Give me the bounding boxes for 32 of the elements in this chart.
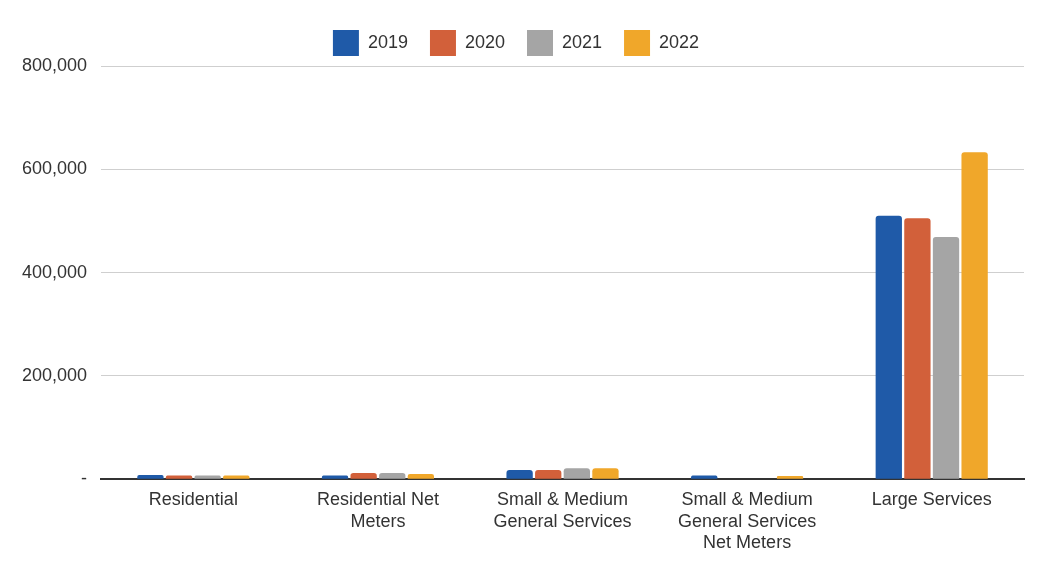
- y-tick-label: 800,000: [21, 54, 88, 75]
- legend-label: 2021: [562, 31, 603, 52]
- x-tick-label: Residential: [148, 488, 238, 509]
- x-tick-label: Large Services: [871, 488, 992, 509]
- bar: [535, 469, 562, 479]
- bar: [592, 468, 619, 479]
- bar: [691, 475, 718, 479]
- bar: [875, 215, 902, 479]
- y-tick-label: -: [81, 468, 88, 489]
- bar: [350, 473, 377, 479]
- bar: [904, 218, 931, 479]
- bar: [776, 476, 804, 479]
- bar: [379, 473, 406, 479]
- bar: [137, 475, 164, 479]
- bar: [407, 474, 435, 479]
- x-tick-label: Small & Medium General Services Net Meters: [678, 488, 817, 553]
- y-tick-label: 400,000: [21, 261, 88, 282]
- bar: [321, 475, 349, 479]
- x-tick-label: Small & Medium General Services: [493, 488, 632, 531]
- bar: [223, 475, 250, 479]
- legend-label: 2020: [464, 31, 505, 52]
- bar: [563, 468, 590, 479]
- bar: [932, 236, 960, 479]
- legend-label: 2019: [367, 31, 408, 52]
- bar: [165, 475, 193, 479]
- y-tick-label: 200,000: [21, 364, 88, 385]
- legend-label: 2022: [659, 31, 700, 52]
- bar: [506, 469, 533, 479]
- bar: [194, 475, 221, 479]
- x-tick-label: Residential Net Meters: [316, 488, 439, 531]
- bar: [961, 152, 988, 479]
- y-tick-label: 600,000: [21, 158, 88, 179]
